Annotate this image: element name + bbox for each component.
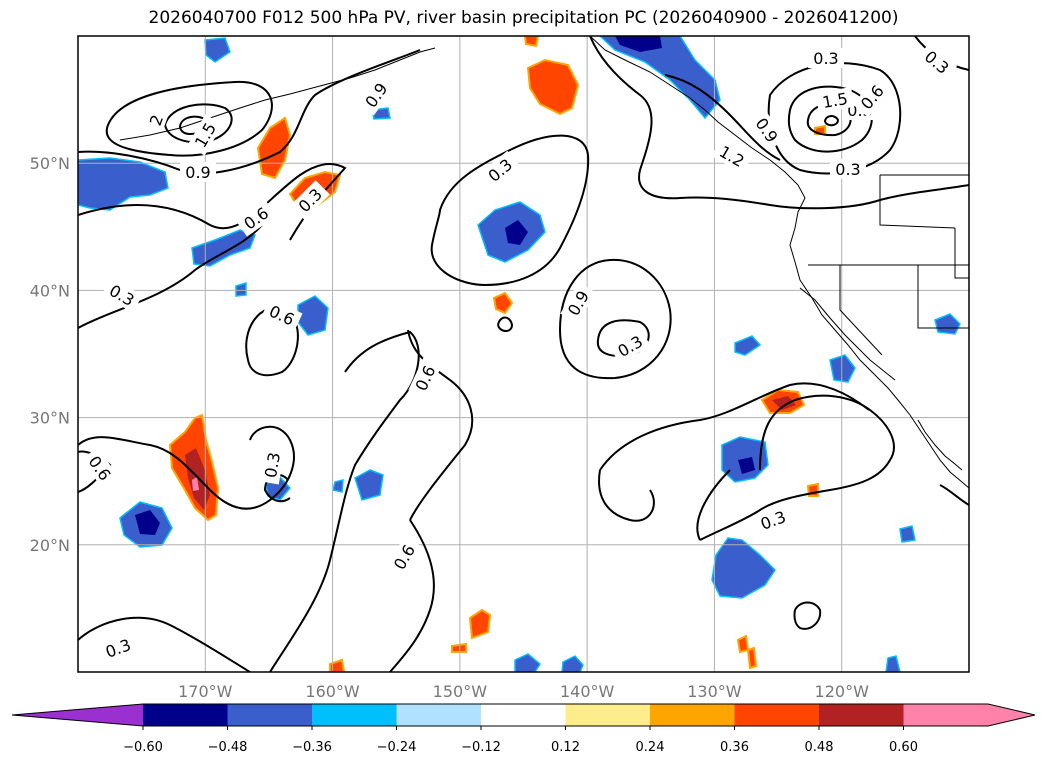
colorbar-extend-low [12, 704, 143, 726]
anomaly-blob [934, 313, 961, 335]
anomaly-blob [514, 653, 541, 672]
lon-label: 170°W [178, 682, 233, 701]
colorbar-cell [396, 704, 482, 726]
precipitation-fields [78, 36, 961, 672]
colorbar-cell [227, 704, 313, 726]
contour-label: 0.3 [813, 49, 838, 68]
anomaly-blob [451, 642, 467, 653]
colorbar-extend-high [988, 704, 1035, 726]
anomaly-blob [191, 229, 256, 267]
colorbar-tick-label: −0.48 [208, 740, 248, 755]
lon-label: 140°W [560, 682, 615, 701]
anomaly-blob [829, 354, 856, 383]
colorbar-cell [481, 704, 566, 726]
map-frame [77, 35, 970, 673]
anomaly-blob [734, 335, 762, 356]
anomaly-blob [329, 658, 346, 672]
anomaly-blob [297, 295, 329, 336]
longitude-labels: 170°W 160°W 150°W 140°W 130°W 120°W [178, 682, 869, 701]
colorbar-tick-label: 0.36 [720, 740, 749, 755]
anomaly-blob [561, 655, 584, 672]
colorbar-tick-label: −0.36 [292, 740, 332, 755]
anomaly-blob [885, 655, 901, 672]
colorbar-cell [312, 704, 397, 726]
anomaly-blob [523, 36, 540, 48]
colorbar-tick-label: 0.48 [805, 740, 834, 755]
anomaly-blob [468, 608, 492, 640]
anomaly-blob [738, 457, 755, 474]
colorbar-tick-label: 0.24 [636, 740, 665, 755]
anomaly-blob [746, 646, 758, 670]
contour-label: 0.3 [835, 160, 860, 179]
lon-label: 120°W [815, 682, 870, 701]
anomaly-blob [492, 291, 514, 315]
colorbar-cell [143, 704, 228, 726]
lat-label: 50°N [30, 154, 70, 173]
anomaly-blob [135, 510, 160, 535]
anomaly-blob [185, 448, 210, 510]
contour-label: 0.9 [185, 163, 210, 182]
anomaly-blob [204, 37, 231, 63]
colorbar-tick-label: −0.60 [123, 740, 163, 755]
anomaly-blob [615, 36, 662, 52]
lon-label: 150°W [433, 682, 488, 701]
anomaly-blob [332, 479, 344, 493]
contour-label: 1.5 [821, 89, 849, 112]
negative-anomalies [78, 36, 961, 672]
anomaly-blob [505, 220, 528, 245]
anomaly-blob [711, 537, 776, 599]
anomaly-blob [526, 58, 580, 116]
lon-label: 130°W [687, 682, 742, 701]
anomaly-blob [192, 477, 199, 491]
colorbar-tick-label: 0.60 [889, 740, 918, 755]
lat-label: 40°N [30, 281, 70, 300]
colorbar-tick-label: 0.12 [551, 740, 580, 755]
chart-title: 2026040700 F012 500 hPa PV, river basin … [148, 8, 899, 28]
anomaly-blob [354, 469, 384, 501]
anomaly-blob [736, 634, 750, 654]
lon-label: 160°W [305, 682, 360, 701]
anomaly-blob [235, 281, 247, 297]
contour-label: 0.3 [261, 451, 284, 479]
anomaly-blob [899, 525, 916, 543]
contour-labels: 2 1.50.90.60.30.90.60.30.6 0.30.60.90.30.3… [81, 42, 958, 664]
colorbar-cell [903, 704, 989, 726]
lat-label: 20°N [30, 536, 70, 555]
colorbar-cell [819, 704, 904, 726]
lat-label: 30°N [30, 409, 70, 428]
colorbar-tick-label: −0.12 [461, 740, 501, 755]
colorbar: −0.60 −0.48 −0.36 −0.24 −0.12 0.12 0.24 0.36 0.4… [11, 703, 1036, 755]
latitude-labels: 20°N 30°N 40°N 50°N [30, 154, 70, 555]
anomaly-blob [772, 396, 796, 410]
colorbar-cell [650, 704, 735, 726]
colorbar-cell [734, 704, 820, 726]
anomaly-blob [78, 157, 169, 211]
colorbar-cell [565, 704, 651, 726]
colorbar-tick-label: −0.24 [377, 740, 417, 755]
